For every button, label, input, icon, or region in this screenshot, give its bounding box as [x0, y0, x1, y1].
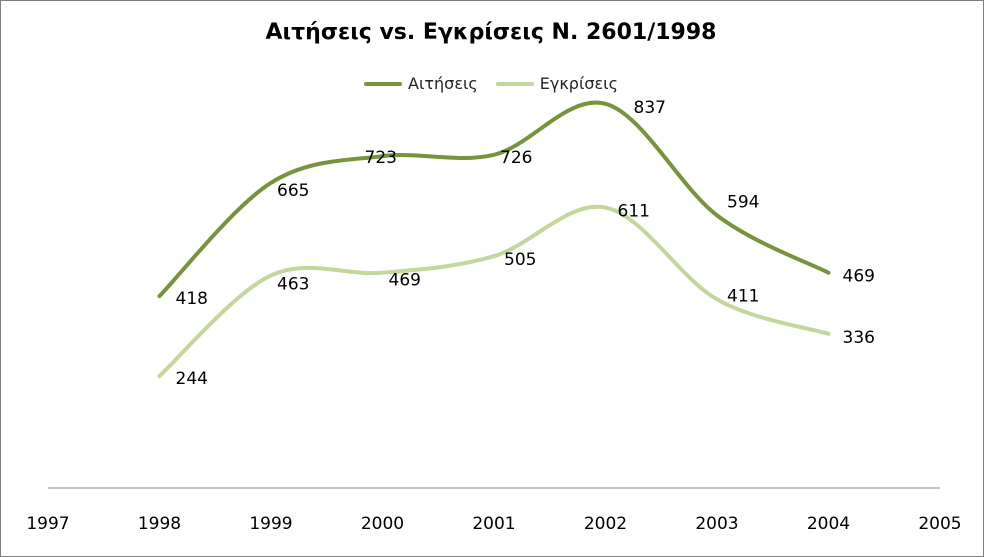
legend-label-applications: Αιτήσεις	[408, 74, 478, 93]
data-label: 463	[277, 274, 309, 294]
x-tick-label: 1999	[249, 514, 292, 534]
x-tick-label: 2004	[807, 514, 850, 534]
legend-label-approvals: Εγκρίσεις	[539, 74, 618, 93]
data-label: 411	[727, 286, 759, 306]
data-label: 837	[634, 98, 666, 118]
legend-line-approvals	[495, 81, 534, 86]
legend-entry-approvals: Εγκρίσεις	[495, 74, 618, 93]
data-label: 336	[843, 328, 875, 348]
data-label: 469	[389, 271, 421, 291]
x-tick-label: 1998	[138, 514, 181, 534]
x-tick-label: 2005	[918, 514, 961, 534]
chart-title: Αιτήσεις vs. Εγκρίσεις Ν. 2601/1998	[265, 20, 717, 45]
data-label: 594	[727, 192, 759, 212]
x-tick-label: 2003	[695, 514, 738, 534]
data-label: 244	[176, 369, 208, 389]
data-label: 418	[176, 289, 208, 309]
legend: Αιτήσεις Εγκρίσεις	[0, 74, 982, 93]
data-label: 611	[618, 202, 650, 222]
series-line-approvals	[157, 204, 831, 379]
x-tick-label: 2000	[361, 514, 404, 534]
data-label: 505	[504, 250, 536, 270]
x-tick-label: 1997	[26, 514, 69, 534]
data-label: 665	[277, 181, 309, 201]
data-label: 726	[500, 148, 532, 168]
legend-entry-applications: Αιτήσεις	[364, 74, 478, 93]
data-label: 469	[843, 267, 875, 287]
x-tick-label: 2001	[472, 514, 515, 534]
legend-line-applications	[364, 81, 403, 86]
series-line-applications	[157, 100, 831, 299]
data-label: 723	[365, 148, 397, 168]
x-tick-label: 2002	[584, 514, 627, 534]
